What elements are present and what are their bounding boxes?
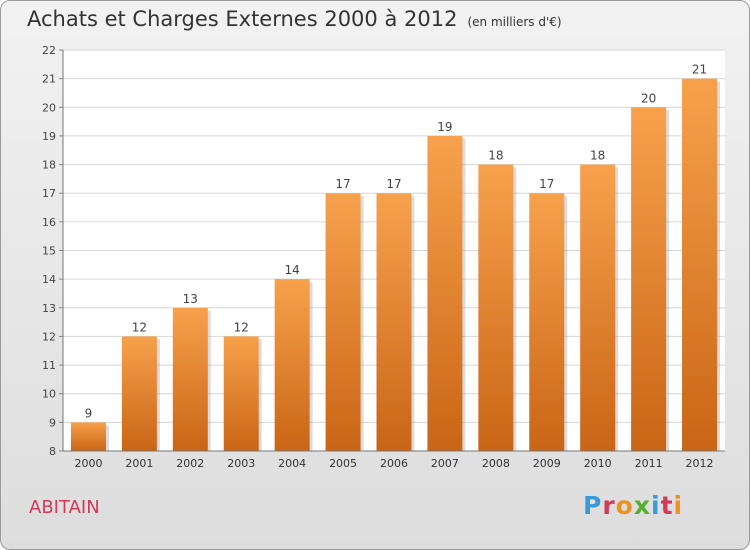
- y-tick-label: 15: [42, 245, 56, 258]
- data-label: 18: [488, 149, 503, 163]
- x-tick-label: 2010: [584, 457, 612, 470]
- bar: [172, 307, 208, 451]
- data-label: 17: [539, 177, 554, 191]
- x-tick-label: 2006: [380, 457, 408, 470]
- data-label: 17: [386, 177, 401, 191]
- x-tick-label: 2007: [431, 457, 459, 470]
- logo-letter: r: [602, 491, 616, 520]
- logo-letter: P: [583, 491, 603, 520]
- bar: [580, 164, 616, 452]
- logo-letter: i: [651, 491, 661, 520]
- y-tick-label: 10: [42, 388, 56, 401]
- bar: [682, 78, 718, 452]
- data-label: 13: [183, 292, 198, 306]
- y-tick-label: 9: [49, 416, 56, 429]
- bar: [121, 336, 157, 451]
- data-label: 9: [85, 406, 93, 420]
- bar: [325, 193, 361, 451]
- axis-layer: 8 9 10 11 12 13 14 15 16 17 18 19 20 21 22 2000 2001 2002…: [42, 44, 725, 470]
- chart-title: Achats et Charges Externes 2000 à 2012 (e…: [27, 7, 562, 31]
- y-tick-label: 17: [42, 187, 56, 200]
- data-label: 18: [590, 149, 605, 163]
- x-tick-label: 2008: [482, 457, 510, 470]
- x-tick-label: 2011: [635, 457, 663, 470]
- bar: [529, 193, 565, 451]
- y-tick-label: 8: [49, 445, 56, 458]
- bar: [274, 279, 310, 451]
- y-tick-label: 18: [42, 159, 56, 172]
- x-tick-label: 2002: [176, 457, 204, 470]
- data-label: 14: [285, 263, 300, 277]
- commune-name: ABITAIN: [29, 497, 100, 518]
- bar: [70, 422, 106, 451]
- x-tick-label: 2009: [533, 457, 561, 470]
- bar: [478, 164, 514, 452]
- x-tick-label: 2003: [227, 457, 255, 470]
- logo-letter: x: [633, 491, 651, 520]
- bar: [376, 193, 412, 451]
- logo-letter: i: [673, 491, 684, 520]
- x-tick-label: 2012: [686, 457, 714, 470]
- bar-layer: 9 12 13 12 14 17 17 19 18 17 18 20 21: [70, 63, 721, 452]
- bar: [631, 107, 667, 452]
- chart-title-text: Achats et Charges Externes 2000 à 2012: [27, 7, 458, 31]
- data-label: 20: [641, 91, 656, 105]
- logo-letter: t: [660, 491, 674, 520]
- y-tick-label: 22: [42, 44, 56, 57]
- data-label: 19: [437, 120, 452, 134]
- data-label: 17: [335, 177, 350, 191]
- y-tick-label: 21: [42, 73, 56, 86]
- logo-letter: o: [615, 491, 634, 520]
- x-tick-label: 2005: [329, 457, 357, 470]
- x-tick-label: 2000: [74, 457, 102, 470]
- y-tick-label: 20: [42, 101, 56, 114]
- x-tick-label: 2004: [278, 457, 306, 470]
- bar: [223, 336, 259, 451]
- data-label: 12: [234, 320, 249, 334]
- proxiti-logo: Proxiti: [583, 491, 683, 520]
- data-label: 21: [692, 63, 707, 77]
- bar: [427, 135, 463, 451]
- y-tick-label: 13: [42, 302, 56, 315]
- y-tick-label: 14: [42, 273, 56, 286]
- chart-subtitle: (en milliers d'€): [467, 15, 562, 29]
- x-tick-label: 2001: [125, 457, 153, 470]
- y-tick-label: 12: [42, 330, 56, 343]
- y-tick-label: 11: [42, 359, 56, 372]
- y-tick-label: 19: [42, 130, 56, 143]
- y-tick-label: 16: [42, 216, 56, 229]
- data-label: 12: [132, 320, 147, 334]
